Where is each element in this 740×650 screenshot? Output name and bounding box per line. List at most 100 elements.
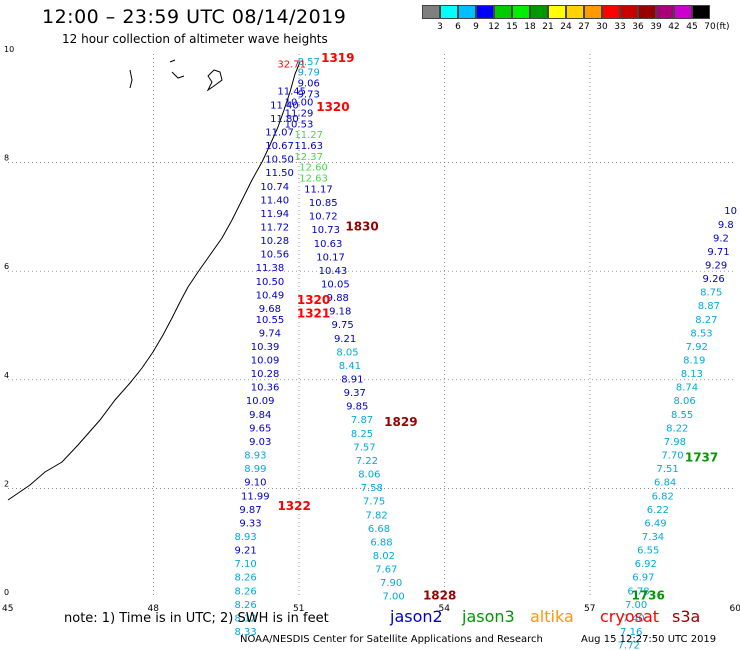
wave-height-value: 7.70 [661, 451, 683, 462]
wave-height-value: 9.21 [235, 546, 257, 557]
track-time-label: 1321 [297, 306, 330, 320]
track-time-label: 1319 [321, 51, 354, 65]
legend-entry-s3a: s3a [672, 607, 701, 626]
coastline [7, 61, 301, 501]
colorbar-label: 39 [650, 22, 662, 32]
wave-height-value: 7.51 [656, 464, 678, 475]
wave-height-value: 8.91 [341, 375, 363, 386]
wave-height-value: 10.53 [285, 119, 314, 130]
colorbar-swatch [584, 5, 602, 19]
wave-height-value: 8.33 [235, 627, 257, 638]
wave-height-value: 7.75 [363, 497, 385, 508]
wave-height-value: 9.33 [239, 518, 261, 529]
colorbar-label: 70 [704, 22, 716, 32]
legend-entry-jason3: jason3 [462, 607, 515, 626]
wave-height-value: 7.72 [618, 641, 640, 650]
y-tick-label: 10 [4, 45, 14, 54]
wave-height-value: 10.74 [260, 182, 289, 193]
wave-height-value: 8.55 [671, 410, 693, 421]
wave-height-value: 8.19 [683, 356, 705, 367]
wave-height-value: 7.92 [686, 342, 708, 353]
island-outline [206, 69, 223, 92]
colorbar-swatch [512, 5, 530, 19]
y-tick-label: 8 [4, 154, 9, 163]
wave-height-value: 6.82 [652, 491, 674, 502]
wave-height-value: 7.58 [361, 483, 383, 494]
wave-height-value: 9.18 [329, 307, 351, 318]
wave-height-value: 10.72 [309, 212, 338, 223]
colorbar-swatch [422, 5, 440, 19]
wave-height-value: 9.73 [298, 89, 320, 100]
map-note: note: 1) Time is in UTC; 2) SWH is in fe… [64, 611, 329, 626]
wave-height-value: 9.26 [703, 274, 725, 285]
wave-height-value: 10.73 [311, 225, 340, 236]
wave-height-value: 9.68 [259, 304, 281, 315]
wave-height-value: 9.06 [298, 79, 320, 90]
colorbar-swatch [476, 5, 494, 19]
x-tick-label: 60 [730, 604, 740, 614]
wave-height-value: 11.38 [256, 263, 285, 274]
wave-height-value: 7.87 [351, 415, 373, 426]
x-tick-label: 57 [584, 604, 595, 614]
y-tick-label: 6 [4, 262, 9, 271]
wave-height-value: 8.22 [666, 423, 688, 434]
wave-height-value: 7.22 [356, 456, 378, 467]
wave-height-value: 6.88 [370, 537, 392, 548]
colorbar-label: 27 [578, 22, 590, 32]
wave-height-value: 8.06 [358, 470, 380, 481]
colorbar-label: 18 [524, 22, 536, 32]
legend-entry-jason2: jason2 [390, 607, 443, 626]
credit-line: NOAA/NESDIS Center for Satellite Applica… [240, 634, 543, 645]
wave-height-value: 9.37 [344, 388, 366, 399]
wave-height-value: 10.43 [319, 266, 348, 277]
wave-height-value: 9.74 [259, 328, 281, 339]
generation-timestamp: Aug 15 12:27:50 UTC 2019 [581, 634, 717, 645]
wave-height-value: 7.00 [625, 600, 647, 611]
wave-height-value: 11.07 [265, 127, 294, 138]
wave-height-value: 7.00 [382, 592, 404, 603]
wave-height-value: 8.93 [244, 451, 266, 462]
wave-height-value: 11.29 [285, 108, 314, 119]
x-tick-label: 48 [148, 604, 160, 614]
wave-height-value: 10.50 [265, 155, 294, 166]
wave-height-value: 9.8 [718, 220, 734, 231]
wave-height-value: 7.98 [664, 437, 686, 448]
wave-height-value: 8.75 [700, 288, 722, 299]
wave-height-value: 11.99 [241, 491, 270, 502]
colorbar-label: 6 [455, 22, 461, 32]
colorbar-swatch [674, 5, 692, 19]
island-outline [129, 69, 133, 89]
wave-height-value: 7.90 [380, 578, 402, 589]
x-tick-label: 54 [439, 604, 451, 614]
wave-height-value: 7.40 [623, 613, 645, 624]
wave-height-value: 8.26 [235, 573, 257, 584]
wave-height-value: 10 [724, 206, 737, 217]
y-tick-label: 4 [4, 371, 9, 380]
colorbar-label: 3 [437, 22, 443, 32]
wave-height-value: 32.71 [277, 60, 306, 71]
colorbar-swatch [638, 5, 656, 19]
wave-height-value: 10.67 [265, 141, 294, 152]
y-tick-label: 0 [4, 588, 9, 597]
wave-height-value: 8.26 [235, 586, 257, 597]
track-time-label: 1320 [297, 293, 330, 307]
wave-height-value: 8.57 [298, 57, 320, 68]
wave-height-value: 10.36 [251, 383, 280, 394]
colorbar-swatch [656, 5, 674, 19]
track-time-label: 1829 [384, 415, 417, 429]
wave-height-value: 11.45 [277, 87, 306, 98]
track-time-label: 1322 [277, 499, 310, 513]
wave-height-value: 10.49 [256, 290, 285, 301]
colorbar-label: 24 [560, 22, 572, 32]
wave-height-value: 11.80 [270, 114, 299, 125]
legend-entry-altika: altika [530, 607, 574, 626]
wave-height-value: 11.40 [270, 100, 299, 111]
wave-height-value: 8.41 [339, 361, 361, 372]
wave-height-value: 11.63 [294, 141, 323, 152]
colorbar-swatch [530, 5, 548, 19]
colorbar-label: 9 [473, 22, 479, 32]
wave-height-value: 9.29 [705, 260, 727, 271]
wave-height-value: 10.17 [316, 252, 345, 263]
wave-height-value: 10.85 [309, 198, 338, 209]
